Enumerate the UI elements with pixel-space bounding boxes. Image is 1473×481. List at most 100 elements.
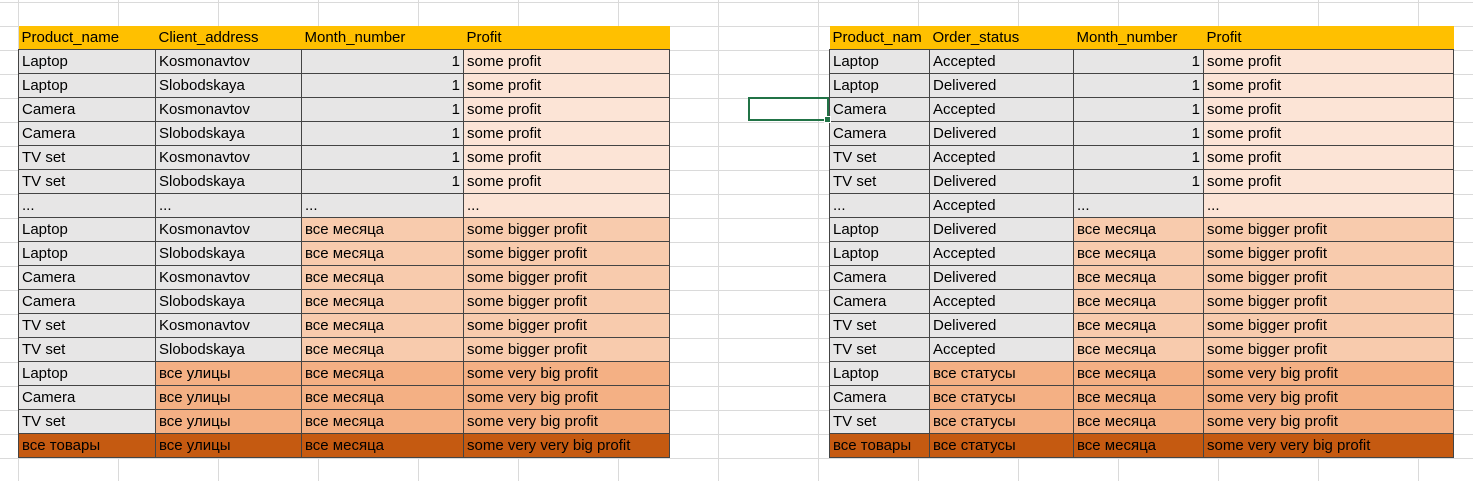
right-cell[interactable]: TV set xyxy=(829,169,930,194)
left-cell[interactable]: Slobodskaya xyxy=(155,289,302,314)
left-cell[interactable]: some bigger profit xyxy=(463,313,670,338)
right-cell[interactable]: все месяца xyxy=(1073,241,1204,266)
right-cell[interactable]: Camera xyxy=(829,121,930,146)
right-header-cell[interactable]: Order_status xyxy=(929,26,1074,50)
right-cell[interactable]: Accepted xyxy=(929,193,1074,218)
left-cell[interactable]: TV set xyxy=(18,145,156,170)
right-cell[interactable]: Laptop xyxy=(829,361,930,386)
right-cell[interactable]: все месяца xyxy=(1073,409,1204,434)
left-cell[interactable]: 1 xyxy=(301,49,464,74)
left-cell[interactable]: some bigger profit xyxy=(463,337,670,362)
left-cell[interactable]: Kosmonavtov xyxy=(155,313,302,338)
right-cell[interactable]: все месяца xyxy=(1073,289,1204,314)
right-cell[interactable]: Laptop xyxy=(829,217,930,242)
right-cell[interactable]: some bigger profit xyxy=(1203,241,1454,266)
right-cell[interactable]: Accepted xyxy=(929,145,1074,170)
left-cell[interactable]: some profit xyxy=(463,73,670,98)
right-header-cell[interactable]: Month_number xyxy=(1073,26,1204,50)
left-cell[interactable]: 1 xyxy=(301,145,464,170)
left-cell[interactable]: все улицы xyxy=(155,409,302,434)
right-cell[interactable]: some profit xyxy=(1203,121,1454,146)
right-cell[interactable]: ... xyxy=(1073,193,1204,218)
left-cell[interactable]: Laptop xyxy=(18,49,156,74)
left-cell[interactable]: все месяца xyxy=(301,433,464,458)
right-cell[interactable]: some profit xyxy=(1203,97,1454,122)
left-cell[interactable]: Laptop xyxy=(18,361,156,386)
right-cell[interactable]: some bigger profit xyxy=(1203,265,1454,290)
left-cell[interactable]: Kosmonavtov xyxy=(155,97,302,122)
right-cell[interactable]: TV set xyxy=(829,409,930,434)
left-cell[interactable]: some profit xyxy=(463,121,670,146)
right-cell[interactable]: some profit xyxy=(1203,169,1454,194)
left-cell[interactable]: some profit xyxy=(463,97,670,122)
right-cell[interactable]: Accepted xyxy=(929,289,1074,314)
right-cell[interactable]: some profit xyxy=(1203,49,1454,74)
left-cell[interactable]: some bigger profit xyxy=(463,265,670,290)
right-cell[interactable]: some very big profit xyxy=(1203,385,1454,410)
right-cell[interactable]: все месяца xyxy=(1073,385,1204,410)
right-cell[interactable]: Accepted xyxy=(929,241,1074,266)
left-cell[interactable]: ... xyxy=(155,193,302,218)
right-cell[interactable]: 1 xyxy=(1073,145,1204,170)
right-cell[interactable]: some profit xyxy=(1203,73,1454,98)
left-cell[interactable]: Camera xyxy=(18,289,156,314)
right-cell[interactable]: Accepted xyxy=(929,49,1074,74)
right-cell[interactable]: все статусы xyxy=(929,409,1074,434)
right-header-cell[interactable]: Product_nam xyxy=(829,26,930,50)
right-cell[interactable]: Camera xyxy=(829,265,930,290)
right-cell[interactable]: Delivered xyxy=(929,73,1074,98)
right-cell[interactable]: ... xyxy=(829,193,930,218)
left-cell[interactable]: some bigger profit xyxy=(463,217,670,242)
right-cell[interactable]: все месяца xyxy=(1073,433,1204,458)
right-cell[interactable]: some bigger profit xyxy=(1203,217,1454,242)
left-cell[interactable]: все улицы xyxy=(155,433,302,458)
right-cell[interactable]: все месяца xyxy=(1073,337,1204,362)
right-cell[interactable]: some bigger profit xyxy=(1203,289,1454,314)
right-cell[interactable]: some very big profit xyxy=(1203,361,1454,386)
left-cell[interactable]: все улицы xyxy=(155,361,302,386)
left-cell[interactable]: 1 xyxy=(301,169,464,194)
left-cell[interactable]: Camera xyxy=(18,97,156,122)
left-cell[interactable]: some very big profit xyxy=(463,361,670,386)
right-cell[interactable]: 1 xyxy=(1073,121,1204,146)
left-cell[interactable]: Kosmonavtov xyxy=(155,217,302,242)
right-cell[interactable]: Camera xyxy=(829,385,930,410)
right-cell[interactable]: TV set xyxy=(829,313,930,338)
right-cell[interactable]: Delivered xyxy=(929,313,1074,338)
left-cell[interactable]: все месяца xyxy=(301,217,464,242)
left-cell[interactable]: ... xyxy=(463,193,670,218)
left-cell[interactable]: все товары xyxy=(18,433,156,458)
right-cell[interactable]: Laptop xyxy=(829,49,930,74)
left-cell[interactable]: some profit xyxy=(463,49,670,74)
left-cell[interactable]: some bigger profit xyxy=(463,241,670,266)
right-cell[interactable]: Laptop xyxy=(829,73,930,98)
right-cell[interactable]: ... xyxy=(1203,193,1454,218)
right-cell[interactable]: все месяца xyxy=(1073,361,1204,386)
left-cell[interactable]: Slobodskaya xyxy=(155,73,302,98)
left-cell[interactable]: some very big profit xyxy=(463,409,670,434)
left-cell[interactable]: все месяца xyxy=(301,289,464,314)
left-cell[interactable]: some very big profit xyxy=(463,385,670,410)
left-cell[interactable]: TV set xyxy=(18,337,156,362)
right-cell[interactable]: some very very big profit xyxy=(1203,433,1454,458)
left-cell[interactable]: все месяца xyxy=(301,385,464,410)
left-cell[interactable]: все месяца xyxy=(301,241,464,266)
left-cell[interactable]: все месяца xyxy=(301,313,464,338)
left-cell[interactable]: some profit xyxy=(463,169,670,194)
left-cell[interactable]: Camera xyxy=(18,385,156,410)
left-cell[interactable]: some very very big profit xyxy=(463,433,670,458)
left-cell[interactable]: все улицы xyxy=(155,385,302,410)
right-cell[interactable]: 1 xyxy=(1073,73,1204,98)
right-cell[interactable]: TV set xyxy=(829,337,930,362)
right-cell[interactable]: все статусы xyxy=(929,433,1074,458)
left-cell[interactable]: Slobodskaya xyxy=(155,121,302,146)
left-cell[interactable]: TV set xyxy=(18,169,156,194)
left-cell[interactable]: Laptop xyxy=(18,241,156,266)
right-cell[interactable]: все статусы xyxy=(929,385,1074,410)
right-cell[interactable]: Delivered xyxy=(929,217,1074,242)
left-cell[interactable]: Camera xyxy=(18,121,156,146)
right-cell[interactable]: 1 xyxy=(1073,169,1204,194)
left-header-cell[interactable]: Profit xyxy=(463,26,670,50)
left-cell[interactable]: Kosmonavtov xyxy=(155,145,302,170)
left-header-cell[interactable]: Client_address xyxy=(155,26,302,50)
